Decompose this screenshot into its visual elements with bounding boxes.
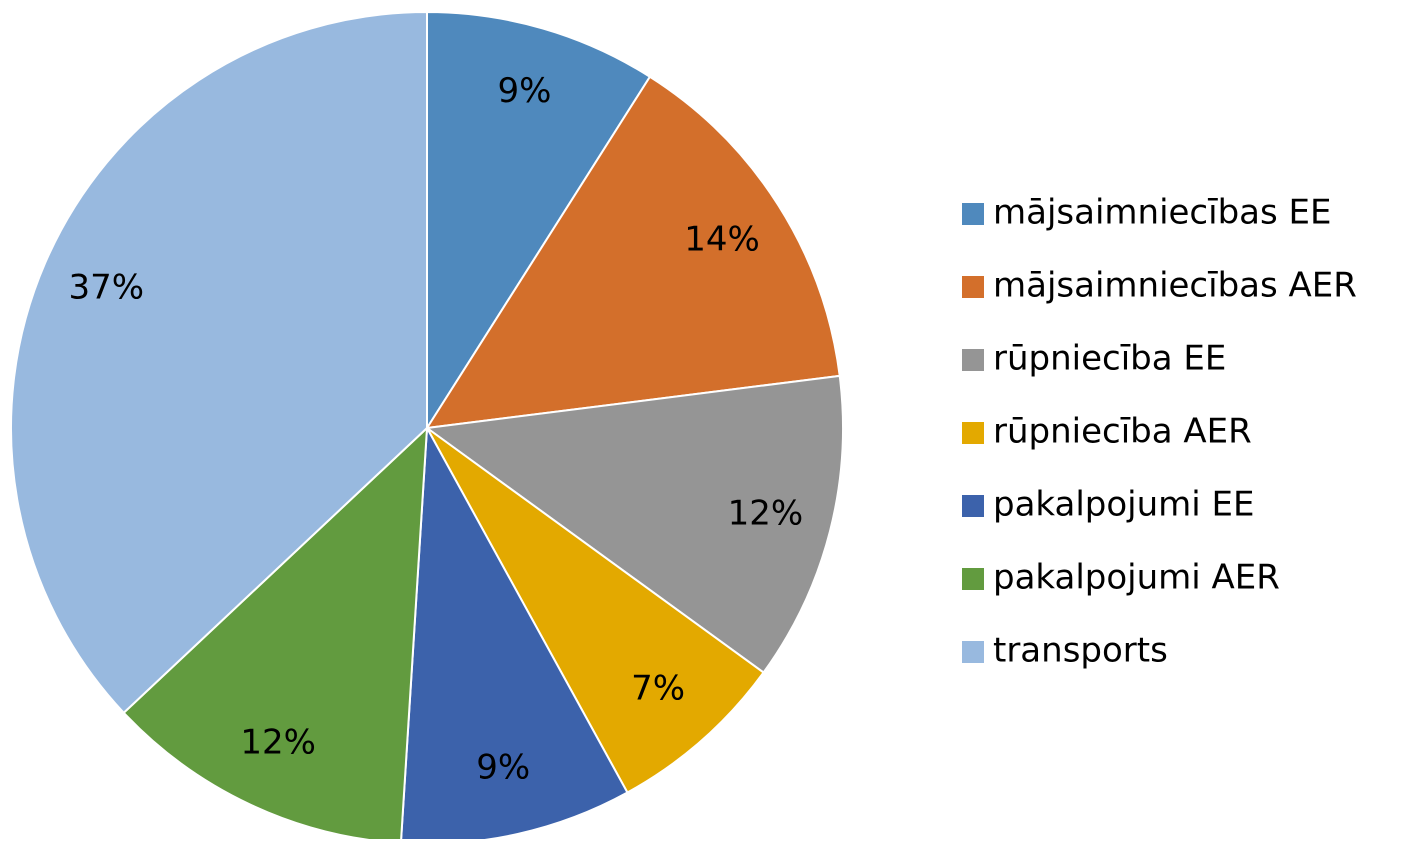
data-label: 14%	[684, 219, 760, 259]
legend-swatch	[962, 568, 984, 590]
pie-slice	[426, 427, 765, 794]
legend-swatch	[962, 495, 984, 517]
pie-slice	[10, 10, 428, 715]
pie-slice	[425, 75, 841, 430]
legend-swatch	[962, 422, 984, 444]
data-label: 37%	[69, 268, 145, 308]
legend-swatch	[962, 276, 984, 298]
legend-swatch	[962, 203, 984, 225]
legend-label: rūpniecība EE	[993, 339, 1226, 379]
legend-label: rūpniecība AER	[993, 412, 1252, 452]
pie-slice	[426, 10, 652, 432]
legend-label: mājsaimniecības AER	[993, 266, 1357, 306]
legend-label: mājsaimniecības EE	[993, 193, 1331, 233]
data-label: 9%	[476, 748, 530, 788]
data-label: 7%	[631, 669, 685, 709]
legend-label: pakalpojumi EE	[993, 485, 1255, 525]
data-label: 12%	[728, 493, 804, 533]
legend-label: pakalpojumi AER	[993, 558, 1280, 598]
pie-slice	[424, 374, 844, 674]
legend-swatch	[962, 349, 984, 371]
pie-slice	[399, 424, 629, 843]
data-label: 9%	[498, 71, 552, 111]
legend-swatch	[962, 641, 984, 663]
data-label: 12%	[240, 723, 316, 763]
legend-label: transports	[993, 631, 1168, 671]
